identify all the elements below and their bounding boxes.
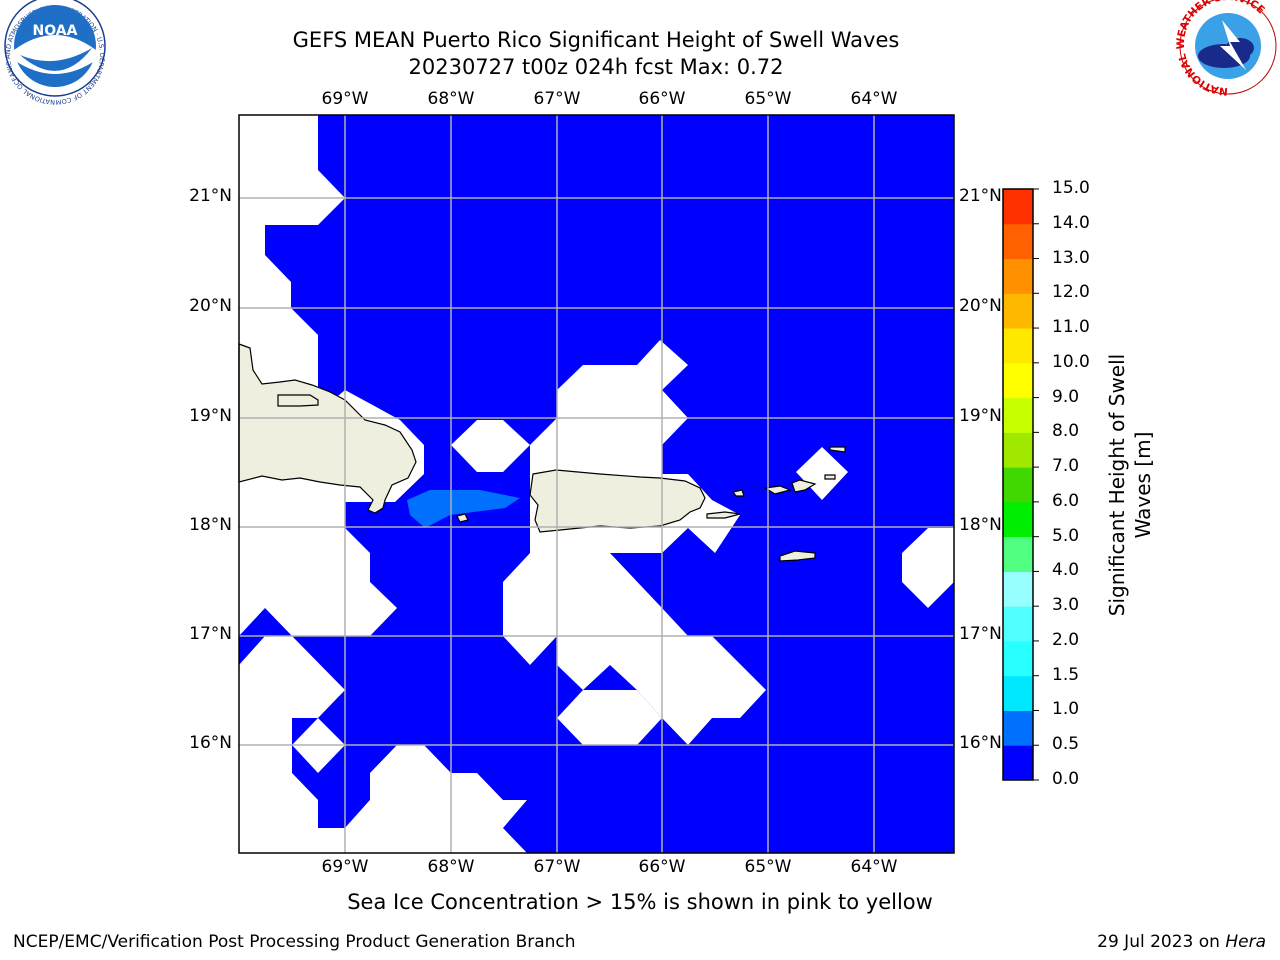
- producer-credit: NCEP/EMC/Verification Post Processing Pr…: [13, 932, 576, 952]
- map-subtitle: 20230727 t00z 024h fcst Max: 0.72: [408, 55, 784, 79]
- lon-label-bottom: 65°W: [744, 857, 792, 877]
- colorbar-tick-label: 7.0: [1052, 456, 1080, 477]
- nws-logo: NATIONAL WEATHER SERVICE: [1175, 0, 1277, 97]
- lon-label-bottom: 68°W: [427, 857, 475, 877]
- lat-label-left: 21°N: [189, 186, 232, 206]
- lat-label-right: 21°N: [959, 186, 1002, 206]
- lon-label-top: 68°W: [427, 89, 475, 109]
- swell-patch-0-5: [407, 490, 520, 528]
- noaa-logo: NATIONAL OCEANIC AND ATMOSPHERIC ADMINIS…: [0, 0, 106, 106]
- lat-label-left: 19°N: [189, 406, 232, 426]
- colorbar-tick-label: 5.0: [1052, 525, 1080, 546]
- host-name: Hera: [1225, 932, 1266, 952]
- lat-label-left: 17°N: [189, 624, 232, 644]
- lat-label-left: 18°N: [189, 515, 232, 535]
- colorbar-tick-label: 6.0: [1052, 490, 1080, 511]
- lat-label-left: 20°N: [189, 296, 232, 316]
- colorbar-tick-label: 10.0: [1052, 351, 1090, 372]
- lat-label-right: 17°N: [959, 624, 1002, 644]
- colorbar-tick-label: 12.0: [1052, 282, 1090, 303]
- gridlines: [239, 115, 954, 853]
- lat-label-right: 16°N: [959, 733, 1002, 753]
- colorbar-tick-label: 2.0: [1052, 629, 1080, 650]
- lat-label-right: 19°N: [959, 406, 1002, 426]
- colorbar-tick-label: 4.0: [1052, 560, 1080, 581]
- lat-label-right: 18°N: [959, 515, 1002, 535]
- noaa-logo-text: NOAA: [33, 23, 78, 39]
- colorbar-tick-label: 3.0: [1052, 595, 1080, 616]
- colorbar-tick-label: 11.0: [1052, 317, 1090, 338]
- colorbar-tick-label: 0.5: [1052, 734, 1080, 755]
- colorbar-tick-label: 1.5: [1052, 664, 1080, 685]
- map-panel: [238, 114, 955, 854]
- lat-label-left: 16°N: [189, 733, 232, 753]
- lon-label-top: 69°W: [321, 89, 369, 109]
- lon-label-bottom: 64°W: [850, 857, 898, 877]
- lon-label-top: 67°W: [533, 89, 581, 109]
- colorbar-tick-label: 14.0: [1052, 212, 1090, 233]
- colorbar-label: Significant Height of Swell Waves [m]: [1105, 353, 1155, 617]
- lon-label-top: 65°W: [744, 89, 792, 109]
- lon-label-top: 66°W: [638, 89, 686, 109]
- sea-ice-footnote: Sea Ice Concentration > 15% is shown in …: [347, 890, 933, 914]
- map-frame: [238, 114, 955, 854]
- lat-label-right: 20°N: [959, 296, 1002, 316]
- colorbar-tick-label: 0.0: [1052, 769, 1080, 789]
- colorbar-tick-label: 13.0: [1052, 247, 1090, 268]
- lon-label-bottom: 69°W: [321, 857, 369, 877]
- lon-label-top: 64°W: [850, 89, 898, 109]
- map-title: GEFS MEAN Puerto Rico Significant Height…: [292, 28, 900, 52]
- colorbar-tick-label: 8.0: [1052, 421, 1080, 442]
- colorbar-tick-label: 15.0: [1052, 178, 1090, 198]
- lon-label-bottom: 66°W: [638, 857, 686, 877]
- render-date: 29 Jul 2023 on Hera: [1097, 932, 1266, 952]
- lon-label-bottom: 67°W: [533, 857, 581, 877]
- colorbar-tick-label: 1.0: [1052, 699, 1080, 720]
- colorbar-tick-label: 9.0: [1052, 386, 1080, 407]
